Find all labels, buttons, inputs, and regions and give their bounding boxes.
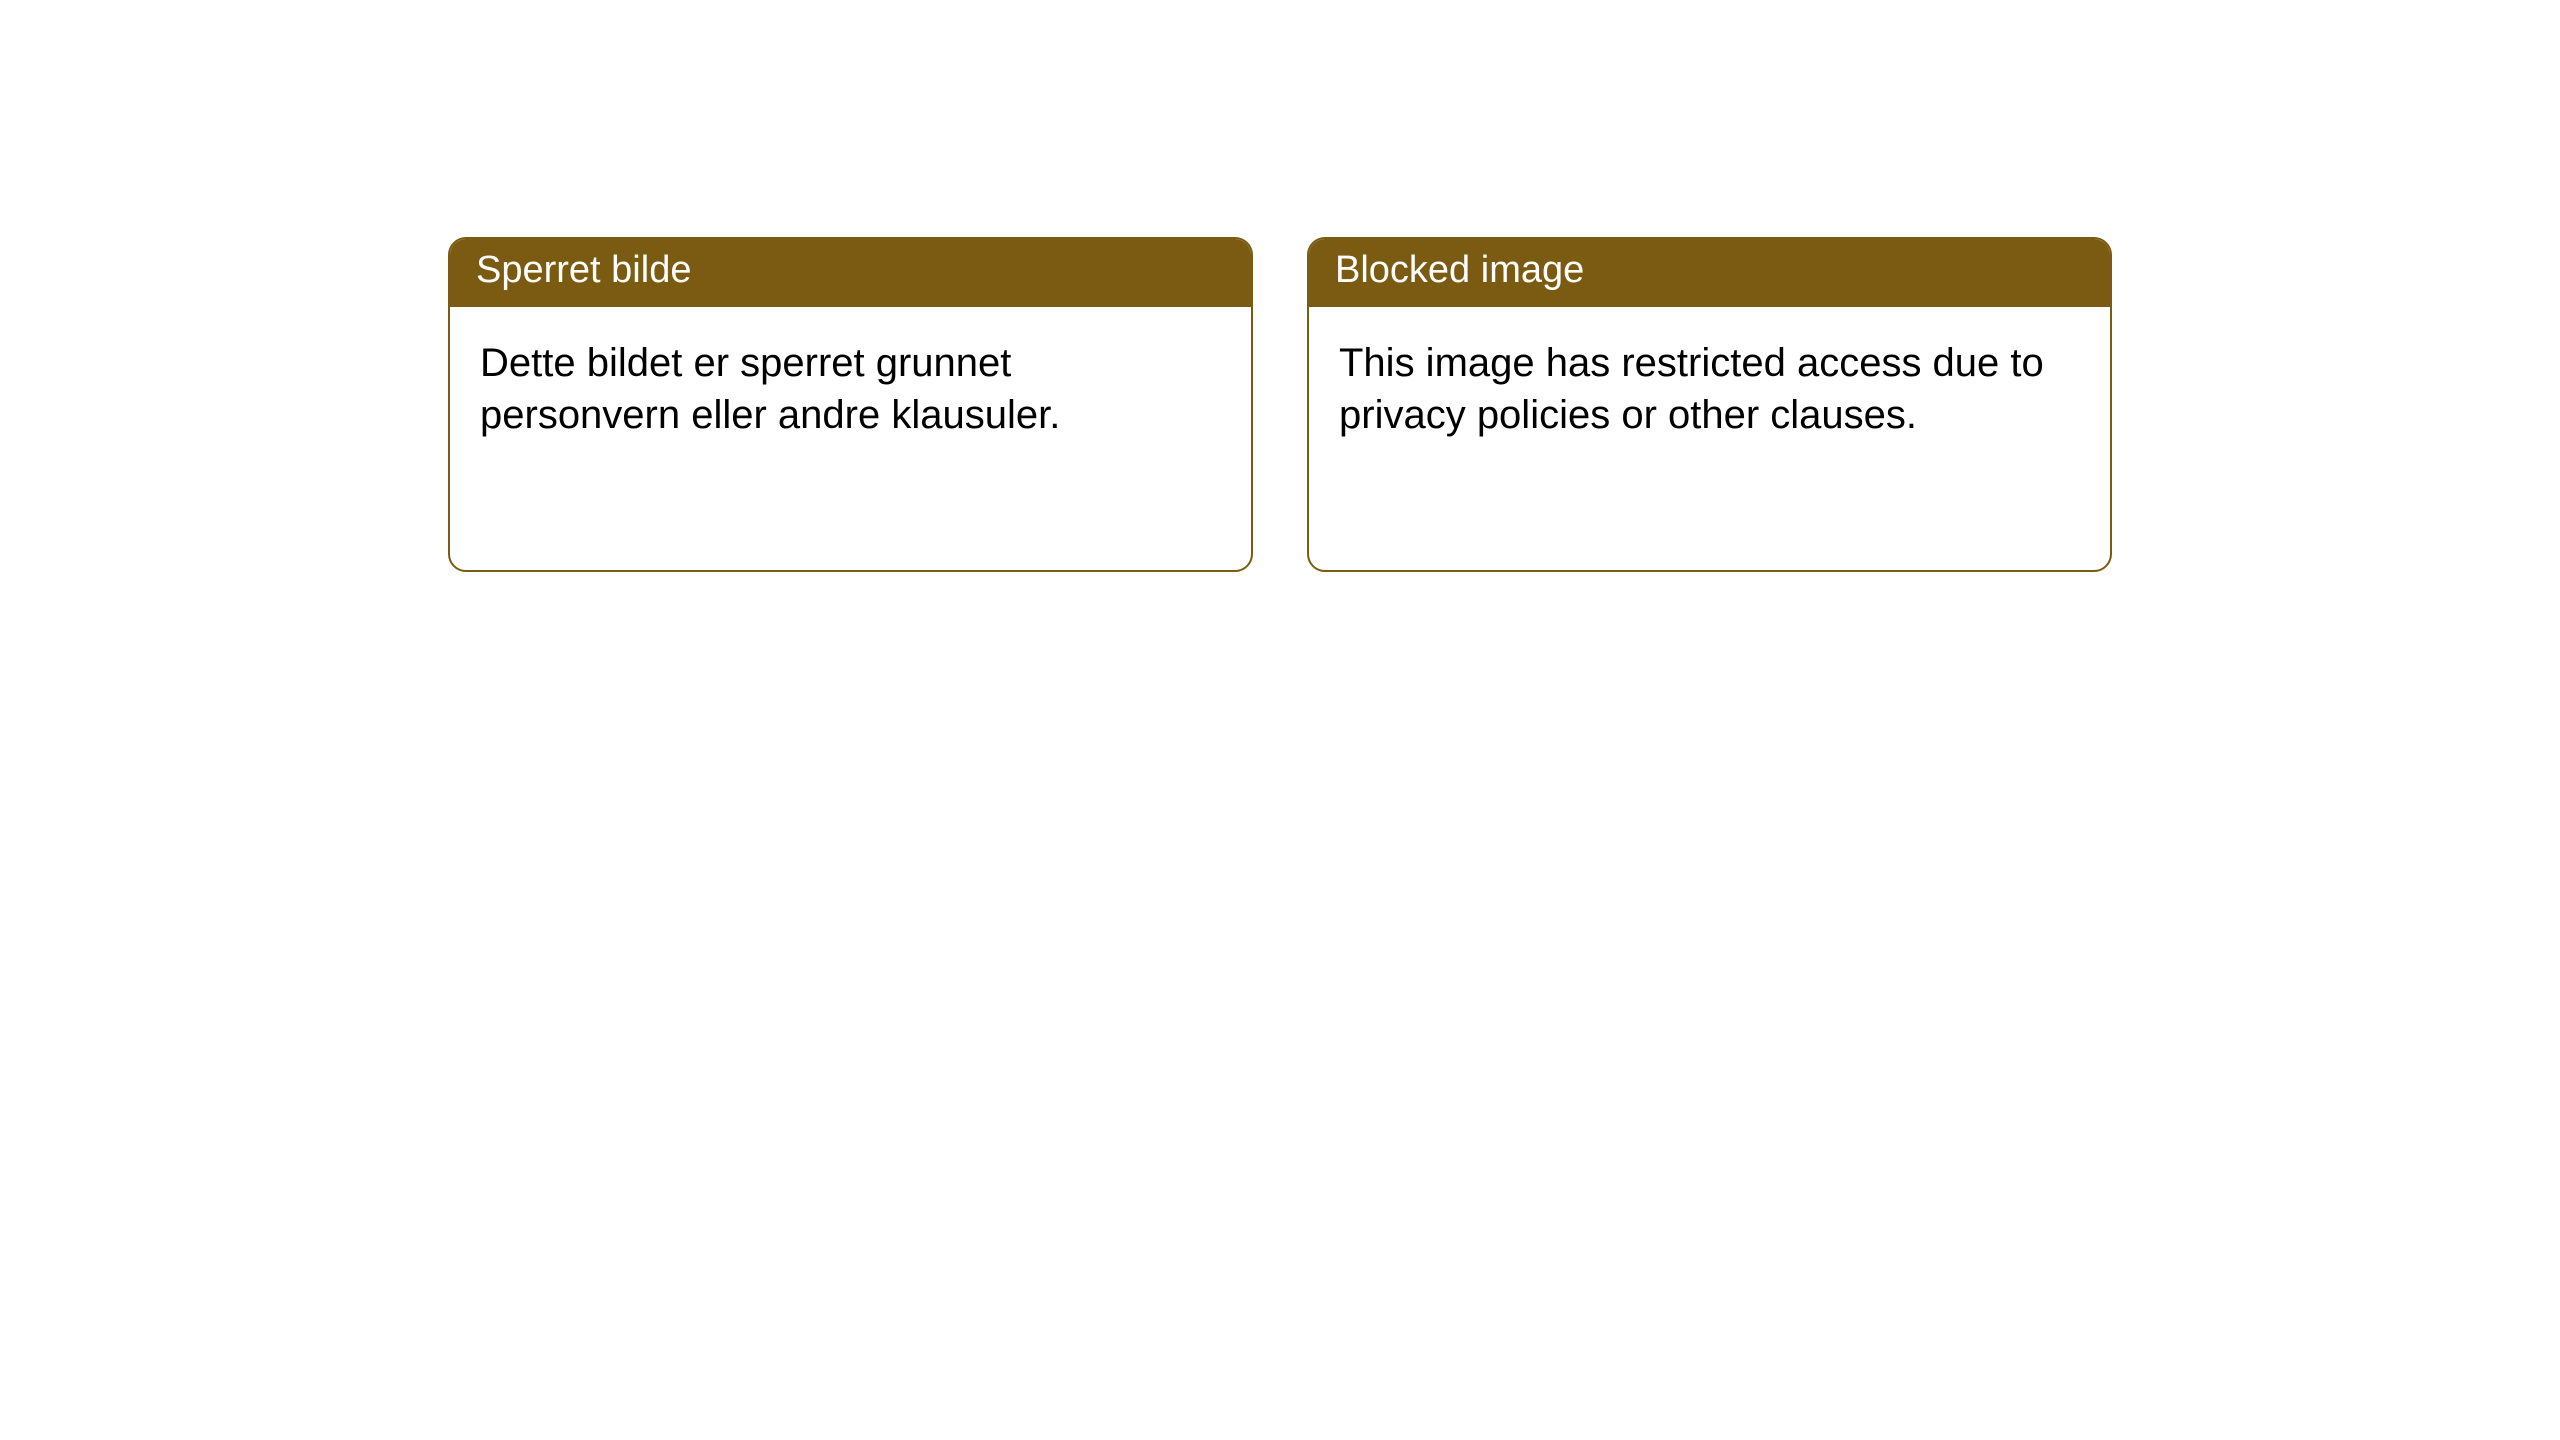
notice-container: Sperret bilde Dette bildet er sperret gr… [0,0,2560,572]
notice-card-english: Blocked image This image has restricted … [1307,237,2112,572]
notice-header: Blocked image [1309,239,2110,307]
notice-body: This image has restricted access due to … [1309,307,2110,471]
notice-header: Sperret bilde [450,239,1251,307]
notice-title: Blocked image [1335,249,1584,291]
notice-body-text: This image has restricted access due to … [1339,341,2044,437]
notice-body: Dette bildet er sperret grunnet personve… [450,307,1251,471]
notice-title: Sperret bilde [476,249,691,291]
notice-card-norwegian: Sperret bilde Dette bildet er sperret gr… [448,237,1253,572]
notice-body-text: Dette bildet er sperret grunnet personve… [480,341,1060,437]
